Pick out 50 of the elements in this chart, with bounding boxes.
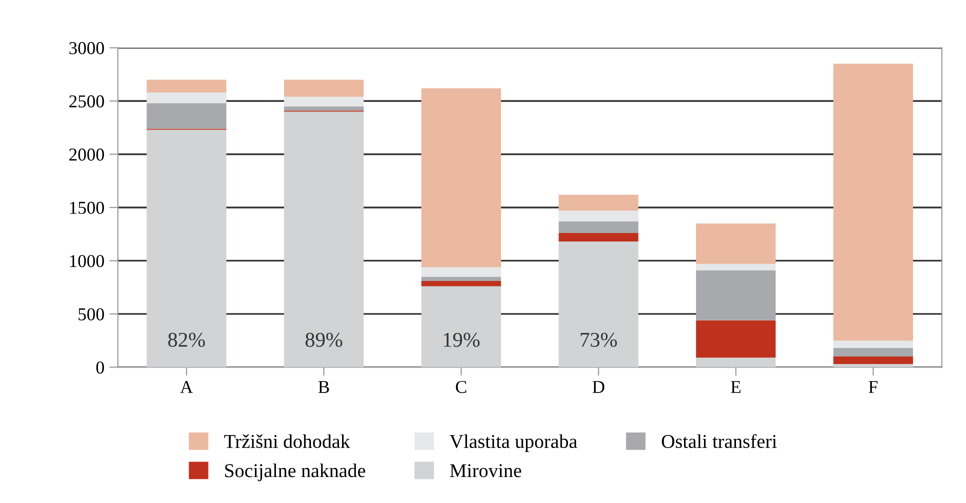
bar xyxy=(833,348,914,357)
bar xyxy=(284,106,364,111)
bar xyxy=(146,92,226,104)
y-tick-label: 1000 xyxy=(70,254,104,268)
bar xyxy=(421,267,502,277)
bar xyxy=(696,264,776,270)
y-tick-label: 2500 xyxy=(69,95,104,108)
annotation: 89% xyxy=(306,332,342,347)
bar xyxy=(284,112,364,368)
bar xyxy=(421,88,502,268)
legend-label: Mirovine xyxy=(450,464,522,478)
bar xyxy=(421,286,502,368)
bar xyxy=(696,358,776,368)
bar xyxy=(833,340,914,348)
x-tick-label: E xyxy=(730,381,740,393)
bar xyxy=(558,194,638,211)
bar xyxy=(833,64,914,341)
legend-label: Socijalne naknade xyxy=(225,464,366,482)
bar xyxy=(696,270,776,320)
bar xyxy=(421,276,502,281)
bar xyxy=(833,356,914,364)
bar xyxy=(696,320,776,358)
y-tick-label: 500 xyxy=(78,308,104,320)
bar xyxy=(421,280,502,286)
x-tick-label: D xyxy=(592,381,604,393)
x-tick-label: B xyxy=(318,381,329,393)
y-tick-label: 3000 xyxy=(69,42,104,54)
bar xyxy=(146,103,226,129)
annotation: 73% xyxy=(580,332,617,347)
annotation: 82% xyxy=(168,332,205,347)
x-tick-label: A xyxy=(180,380,193,393)
bar xyxy=(146,130,226,368)
bar xyxy=(833,364,914,368)
legend-label: Tržišni dohodak xyxy=(224,434,350,448)
bar xyxy=(696,223,776,264)
annotation: 19% xyxy=(444,332,480,347)
y-tick-label: 2000 xyxy=(69,148,104,161)
x-tick-label: F xyxy=(868,381,878,393)
y-tick-label: 0 xyxy=(96,361,104,374)
legend-label: Ostali transferi xyxy=(662,434,777,448)
bar xyxy=(284,80,364,97)
bar xyxy=(146,80,226,92)
bar xyxy=(558,233,638,242)
bar xyxy=(284,96,364,106)
legend-label: Vlastita uporaba xyxy=(450,434,578,452)
bar xyxy=(558,210,638,222)
x-tick-label: C xyxy=(456,380,466,394)
bar xyxy=(558,221,638,234)
bar xyxy=(558,242,638,368)
y-tick-label: 1500 xyxy=(70,202,104,214)
